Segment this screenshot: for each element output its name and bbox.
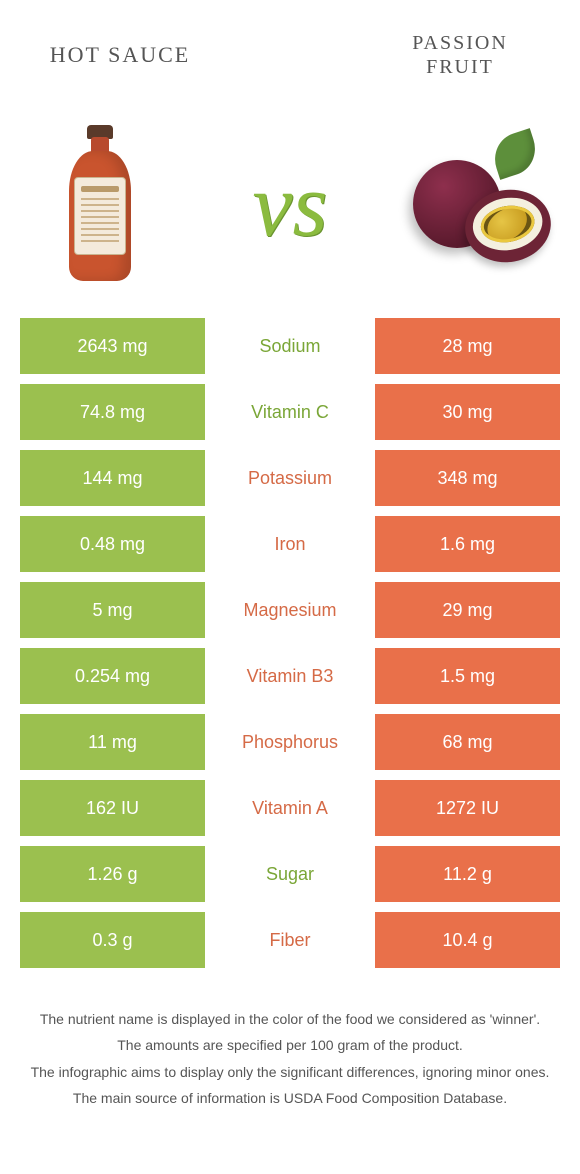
right-value-cell: 68 mg bbox=[375, 714, 560, 770]
right-value-cell: 1272 IU bbox=[375, 780, 560, 836]
table-row: 11 mgPhosphorus68 mg bbox=[20, 714, 560, 770]
footer-line: The amounts are specified per 100 gram o… bbox=[30, 1034, 550, 1056]
table-row: 0.254 mgVitamin B31.5 mg bbox=[20, 648, 560, 704]
table-row: 0.48 mgIron1.6 mg bbox=[20, 516, 560, 572]
right-value-cell: 28 mg bbox=[375, 318, 560, 374]
nutrient-name-cell: Vitamin C bbox=[205, 384, 375, 440]
table-row: 5 mgMagnesium29 mg bbox=[20, 582, 560, 638]
left-value-cell: 11 mg bbox=[20, 714, 205, 770]
left-value-cell: 0.3 g bbox=[20, 912, 205, 968]
right-value-cell: 10.4 g bbox=[375, 912, 560, 968]
vs-label: vs bbox=[253, 154, 328, 257]
table-row: 144 mgPotassium348 mg bbox=[20, 450, 560, 506]
left-value-cell: 74.8 mg bbox=[20, 384, 205, 440]
right-value-cell: 29 mg bbox=[375, 582, 560, 638]
title-row: HOT SAUCE PASSION FRUIT bbox=[20, 0, 560, 110]
table-row: 162 IUVitamin A1272 IU bbox=[20, 780, 560, 836]
right-title-line2: FRUIT bbox=[426, 56, 494, 78]
nutrient-name-cell: Magnesium bbox=[205, 582, 375, 638]
footer-line: The nutrient name is displayed in the co… bbox=[30, 1008, 550, 1030]
right-value-cell: 1.5 mg bbox=[375, 648, 560, 704]
left-value-cell: 0.48 mg bbox=[20, 516, 205, 572]
nutrient-name-cell: Vitamin B3 bbox=[205, 648, 375, 704]
left-value-cell: 144 mg bbox=[20, 450, 205, 506]
nutrient-name-cell: Potassium bbox=[205, 450, 375, 506]
left-title: HOT SAUCE bbox=[20, 42, 220, 68]
right-value-cell: 11.2 g bbox=[375, 846, 560, 902]
left-value-cell: 5 mg bbox=[20, 582, 205, 638]
right-title-line1: PASSION bbox=[412, 32, 508, 54]
nutrient-name-cell: Sodium bbox=[205, 318, 375, 374]
left-value-cell: 2643 mg bbox=[20, 318, 205, 374]
passion-fruit-icon bbox=[405, 130, 555, 280]
table-row: 2643 mgSodium28 mg bbox=[20, 318, 560, 374]
nutrient-name-cell: Iron bbox=[205, 516, 375, 572]
nutrient-name-cell: Vitamin A bbox=[205, 780, 375, 836]
hot-sauce-illustration bbox=[20, 120, 180, 290]
nutrient-name-cell: Fiber bbox=[205, 912, 375, 968]
footer-line: The main source of information is USDA F… bbox=[30, 1087, 550, 1109]
right-value-cell: 348 mg bbox=[375, 450, 560, 506]
nutrient-name-cell: Sugar bbox=[205, 846, 375, 902]
table-row: 1.26 gSugar11.2 g bbox=[20, 846, 560, 902]
table-row: 74.8 mgVitamin C30 mg bbox=[20, 384, 560, 440]
footer-notes: The nutrient name is displayed in the co… bbox=[20, 1008, 560, 1124]
passion-fruit-illustration bbox=[400, 120, 560, 290]
infographic-root: HOT SAUCE PASSION FRUIT vs 2643 mgSodium… bbox=[0, 0, 580, 1124]
right-value-cell: 30 mg bbox=[375, 384, 560, 440]
footer-line: The infographic aims to display only the… bbox=[30, 1061, 550, 1083]
table-row: 0.3 gFiber10.4 g bbox=[20, 912, 560, 968]
right-value-cell: 1.6 mg bbox=[375, 516, 560, 572]
left-value-cell: 162 IU bbox=[20, 780, 205, 836]
bottle-icon bbox=[65, 125, 135, 285]
left-value-cell: 1.26 g bbox=[20, 846, 205, 902]
right-title: PASSION FRUIT bbox=[360, 31, 560, 79]
left-value-cell: 0.254 mg bbox=[20, 648, 205, 704]
nutrient-name-cell: Phosphorus bbox=[205, 714, 375, 770]
hero-row: vs bbox=[20, 110, 560, 300]
nutrient-table: 2643 mgSodium28 mg 74.8 mgVitamin C30 mg 1… bbox=[20, 318, 560, 968]
